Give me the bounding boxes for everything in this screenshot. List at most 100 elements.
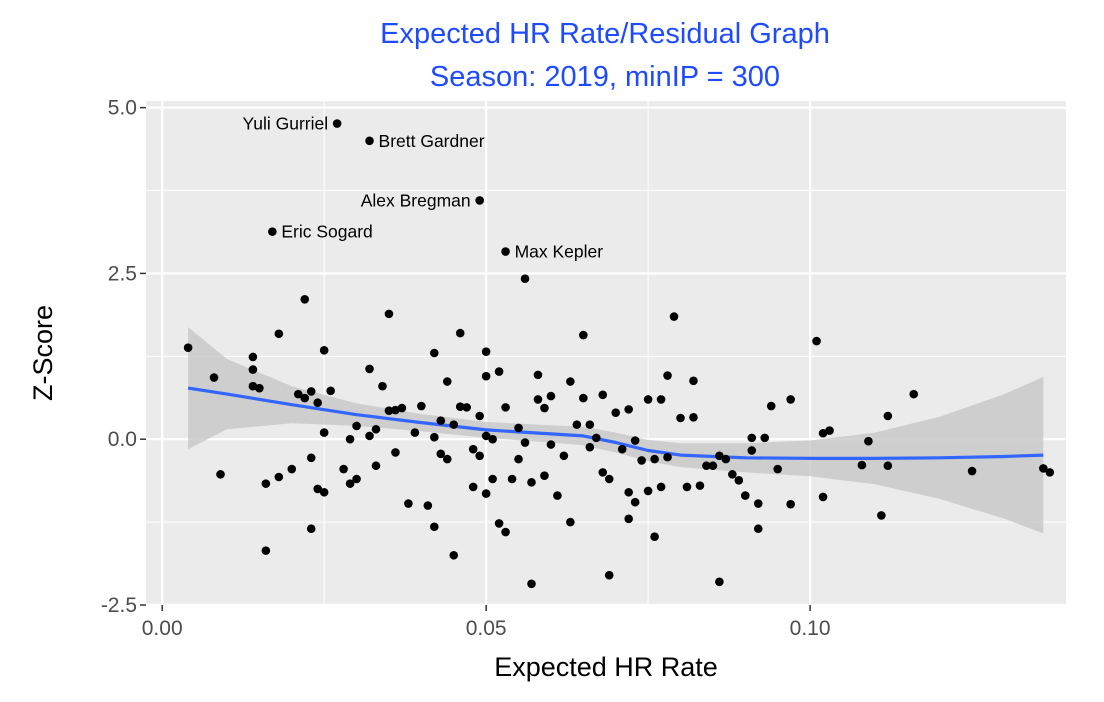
data-point <box>656 482 666 492</box>
data-point <box>747 433 757 443</box>
data-point <box>624 487 633 497</box>
data-point <box>579 330 588 340</box>
data-point <box>371 424 381 434</box>
y-axis: -2.5 0.0 2.5 5.0 <box>101 97 146 617</box>
data-point <box>248 352 258 362</box>
data-point <box>533 370 543 380</box>
data-point <box>352 421 361 431</box>
data-point <box>488 474 497 484</box>
data-point <box>650 532 659 541</box>
data-point <box>753 524 763 534</box>
data-point <box>384 309 394 319</box>
data-point <box>313 484 322 494</box>
data-point <box>475 196 484 205</box>
data-point <box>319 487 329 497</box>
data-point <box>546 391 556 401</box>
data-point <box>721 454 731 464</box>
point-label: Alex Bregman <box>361 190 471 210</box>
y-tick-label: 2.5 <box>108 262 137 285</box>
data-point <box>468 444 478 454</box>
data-point <box>365 136 374 146</box>
data-point <box>475 411 484 421</box>
data-point <box>689 413 698 422</box>
data-point <box>397 403 407 413</box>
data-point <box>514 454 523 464</box>
data-point <box>585 420 595 429</box>
data-point <box>313 398 322 408</box>
data-point <box>430 522 439 532</box>
data-point <box>715 577 724 587</box>
data-point <box>527 579 536 589</box>
data-point <box>604 474 614 484</box>
data-point <box>494 367 504 376</box>
data-point <box>481 347 491 356</box>
data-point <box>481 431 491 441</box>
data-point <box>747 446 757 455</box>
data-point <box>766 401 776 411</box>
data-point <box>728 470 737 479</box>
data-point <box>274 329 284 339</box>
data-point <box>345 479 355 488</box>
data-point <box>559 451 569 461</box>
data-point <box>442 454 452 464</box>
data-point <box>715 451 724 461</box>
data-point <box>455 402 465 412</box>
data-point <box>656 395 666 404</box>
x-tick-label: 0.05 <box>466 617 507 640</box>
data-point <box>591 433 601 443</box>
data-point <box>365 364 374 374</box>
data-point <box>319 428 329 437</box>
data-point <box>501 247 510 256</box>
data-point <box>436 449 446 459</box>
data-point <box>183 343 193 352</box>
data-point <box>449 550 459 560</box>
data-point <box>371 461 381 471</box>
data-point <box>261 546 271 555</box>
data-point <box>306 524 316 534</box>
data-point <box>818 428 828 438</box>
data-point <box>423 501 433 510</box>
data-point <box>404 499 413 508</box>
data-point <box>753 499 763 508</box>
data-point <box>1039 464 1048 473</box>
x-tick-label: 0.00 <box>142 617 183 640</box>
point-label: Yuli Gurriel <box>243 114 329 134</box>
data-point <box>481 489 491 498</box>
data-point <box>248 365 258 374</box>
data-point <box>417 401 426 411</box>
data-point <box>708 461 718 471</box>
data-point <box>332 119 342 128</box>
data-point <box>365 431 374 441</box>
data-point <box>255 383 264 393</box>
point-label: Max Kepler <box>515 242 604 262</box>
data-point <box>1045 468 1055 477</box>
data-point <box>630 497 640 507</box>
x-axis: 0.00 0.05 0.10 <box>142 605 831 640</box>
chart-subtitle: Season: 2019, minIP = 300 <box>430 61 780 93</box>
data-point <box>546 440 556 449</box>
data-point <box>533 395 543 404</box>
data-point <box>306 387 316 396</box>
data-point <box>760 433 770 443</box>
data-point <box>857 460 867 470</box>
data-point <box>442 377 452 386</box>
data-point <box>339 464 348 474</box>
data-point <box>624 514 633 524</box>
data-point <box>430 432 439 442</box>
data-point <box>553 491 562 500</box>
data-point <box>883 461 893 471</box>
data-point <box>248 381 258 391</box>
data-point <box>702 461 711 471</box>
data-point <box>514 423 523 433</box>
data-point <box>689 376 698 386</box>
data-point <box>585 442 595 452</box>
smooth-trend-line <box>187 386 1044 460</box>
y-tick-label: -2.5 <box>101 594 137 617</box>
data-point <box>520 438 530 447</box>
data-point <box>274 472 284 482</box>
data-point <box>825 426 834 435</box>
data-point <box>695 481 705 490</box>
data-point <box>300 294 310 304</box>
data-point <box>391 405 400 415</box>
